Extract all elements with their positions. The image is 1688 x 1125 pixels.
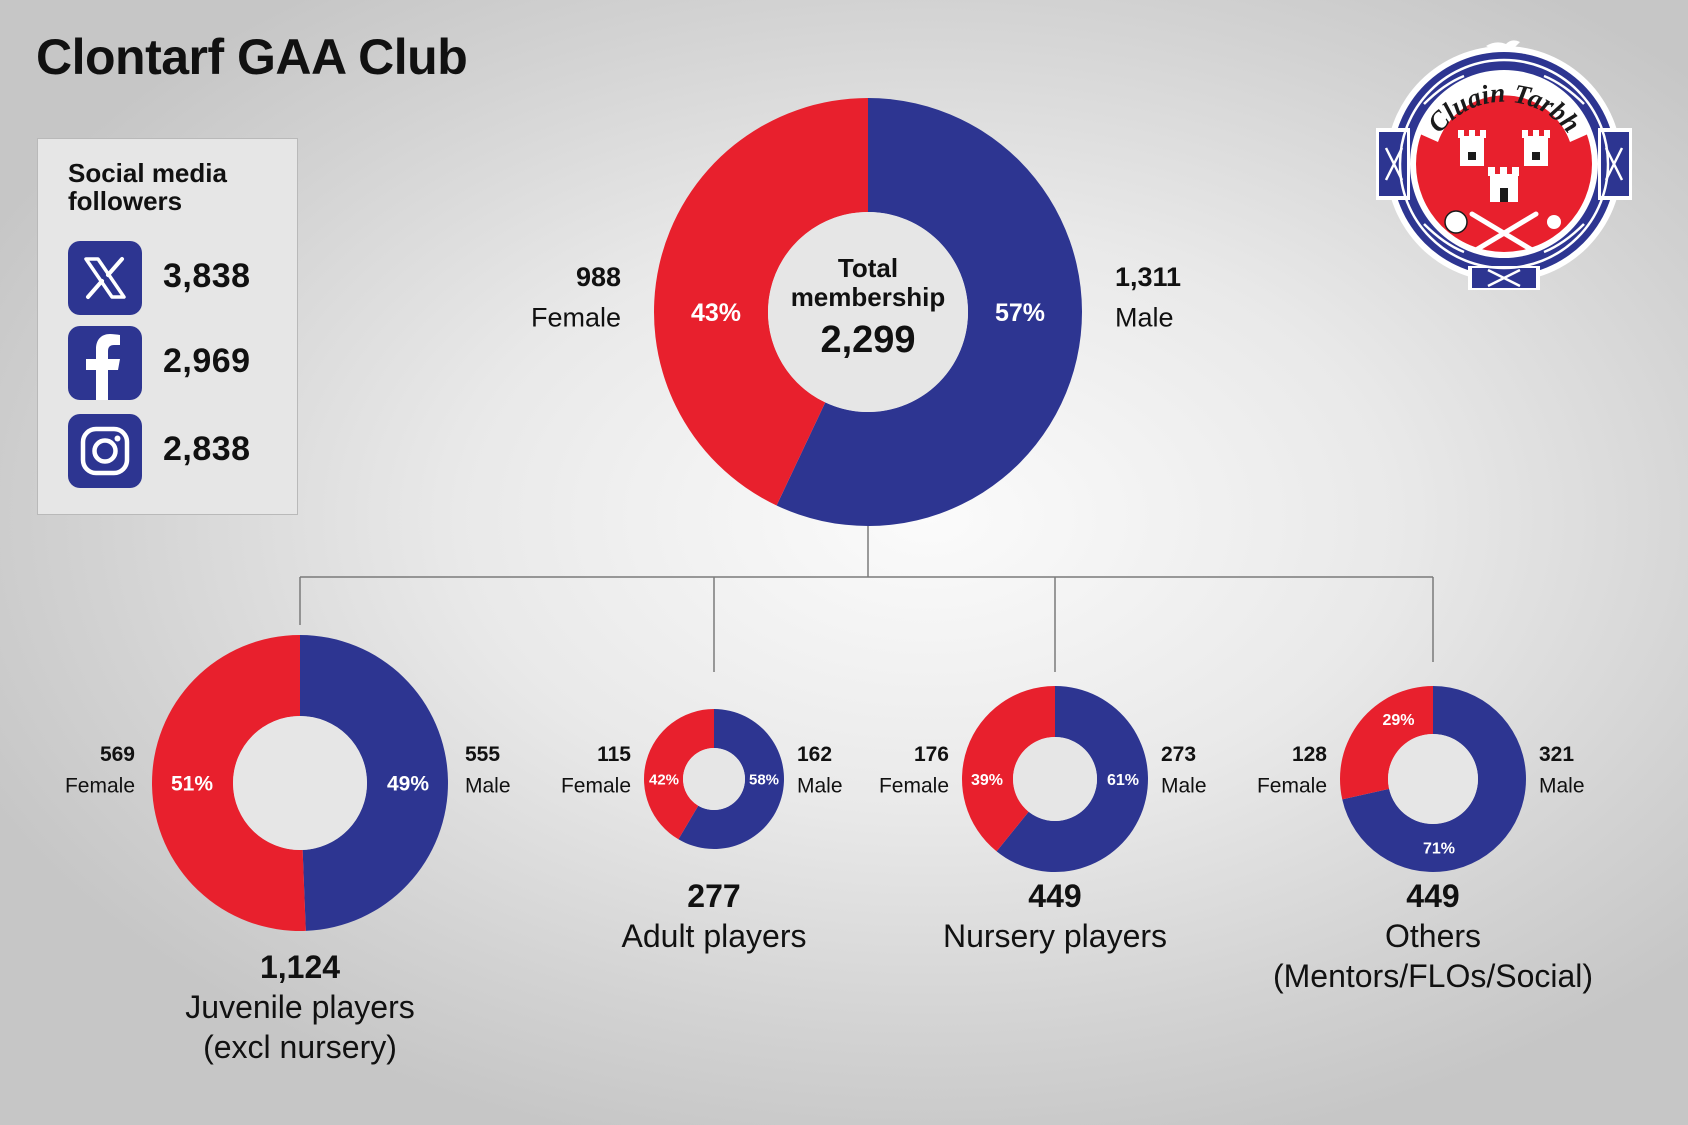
donut-hole xyxy=(1013,737,1097,821)
female-count: 128 xyxy=(1292,743,1327,766)
group-total: 1,124 xyxy=(260,949,340,985)
social-media-title: Social media followers xyxy=(68,158,227,216)
social-row-facebook: 2,969 xyxy=(68,326,288,400)
female-count: 176 xyxy=(914,743,949,766)
social-media-panel: Social media followers 3,838 2,969 xyxy=(37,138,298,515)
sliotar-icon xyxy=(1547,215,1561,229)
female-label: Female xyxy=(65,774,135,797)
slice-female xyxy=(152,635,306,931)
female-label: Female xyxy=(561,774,631,797)
donut-hole xyxy=(768,212,968,412)
crest-knot-pattern xyxy=(1384,58,1624,288)
bull-icon xyxy=(1486,40,1520,52)
instagram-follower-count: 2,838 xyxy=(163,430,251,468)
male-label: Male xyxy=(1115,303,1174,333)
group-caption: Juvenile players xyxy=(185,989,414,1025)
pct-label-female: 29% xyxy=(1382,712,1414,729)
female-label: Female xyxy=(531,303,621,333)
female-count: 115 xyxy=(597,743,631,766)
pct-label-male: 71% xyxy=(1423,840,1455,857)
pct-label-female: 39% xyxy=(971,772,1003,789)
group-total: 449 xyxy=(1028,878,1081,914)
female-count: 988 xyxy=(576,262,621,292)
x-icon xyxy=(68,241,142,315)
slice-female xyxy=(1339,686,1433,800)
slice-female xyxy=(644,709,714,840)
slice-female xyxy=(654,98,868,506)
center-title-line1: Total xyxy=(838,253,898,283)
female-label: Female xyxy=(879,774,949,797)
group-caption: (Mentors/FLOs/Social) xyxy=(1273,958,1593,994)
page-title: Clontarf GAA Club xyxy=(36,29,468,85)
pct-label-female: 51% xyxy=(171,773,213,796)
female-count: 569 xyxy=(100,743,135,766)
slice-male xyxy=(1342,686,1526,872)
group-caption: (excl nursery) xyxy=(203,1029,397,1065)
facebook-icon xyxy=(68,326,142,400)
slice-male xyxy=(776,98,1082,526)
male-label: Male xyxy=(797,774,843,797)
male-count: 1,311 xyxy=(1115,262,1181,292)
slice-male xyxy=(996,686,1149,873)
pct-label-female: 42% xyxy=(649,771,679,788)
crest-red-field xyxy=(1416,76,1592,252)
group-caption: Others xyxy=(1385,918,1481,954)
instagram-icon xyxy=(68,414,142,488)
pct-label-male: 57% xyxy=(995,299,1045,327)
donut-nursery: 61% 39% 176 Female 273 Male 449 Nursery players xyxy=(879,686,1207,954)
male-label: Male xyxy=(1161,774,1207,797)
donut-hole xyxy=(233,716,367,850)
slice-female xyxy=(962,686,1055,852)
connector-lines xyxy=(299,526,1434,672)
club-crest-logo: Cluain Tarbh xyxy=(1376,40,1632,290)
male-count: 555 xyxy=(465,743,500,766)
social-row-instagram: 2,838 xyxy=(68,414,288,488)
x-follower-count: 3,838 xyxy=(163,257,251,295)
group-total: 449 xyxy=(1406,878,1459,914)
pct-label-male: 61% xyxy=(1107,772,1139,789)
male-count: 162 xyxy=(797,743,832,766)
donut-juvenile: 49% 51% 569 Female 555 Male 1,124 Juvenile play… xyxy=(65,635,511,1065)
male-label: Male xyxy=(1539,774,1585,797)
castle-icon xyxy=(1458,130,1550,202)
male-count: 273 xyxy=(1161,743,1196,766)
hurley-icon xyxy=(1469,211,1539,253)
donut-hole xyxy=(1388,734,1478,824)
group-total: 277 xyxy=(687,878,740,914)
male-count: 321 xyxy=(1539,743,1574,766)
pct-label-male: 58% xyxy=(749,771,779,788)
pct-label-female: 43% xyxy=(691,299,741,327)
facebook-follower-count: 2,969 xyxy=(163,342,251,380)
donut-others: 71% 29% 128 Female 321 Male 449 Others (Mentors/… xyxy=(1257,686,1593,994)
total-members: 2,299 xyxy=(820,319,915,361)
social-row-x: 3,838 xyxy=(68,241,288,315)
pct-label-male: 49% xyxy=(387,773,429,796)
donut-hole xyxy=(683,748,745,810)
group-caption: Nursery players xyxy=(943,918,1167,954)
slice-male xyxy=(300,635,449,931)
slice-male xyxy=(678,709,785,849)
group-caption: Adult players xyxy=(622,918,807,954)
donut-adult: 58% 42% 115 Female 162 Male 277 Adult players xyxy=(561,709,843,954)
football-icon xyxy=(1444,210,1468,234)
female-label: Female xyxy=(1257,774,1327,797)
male-label: Male xyxy=(465,774,511,797)
center-title-line2: membership xyxy=(791,282,946,312)
